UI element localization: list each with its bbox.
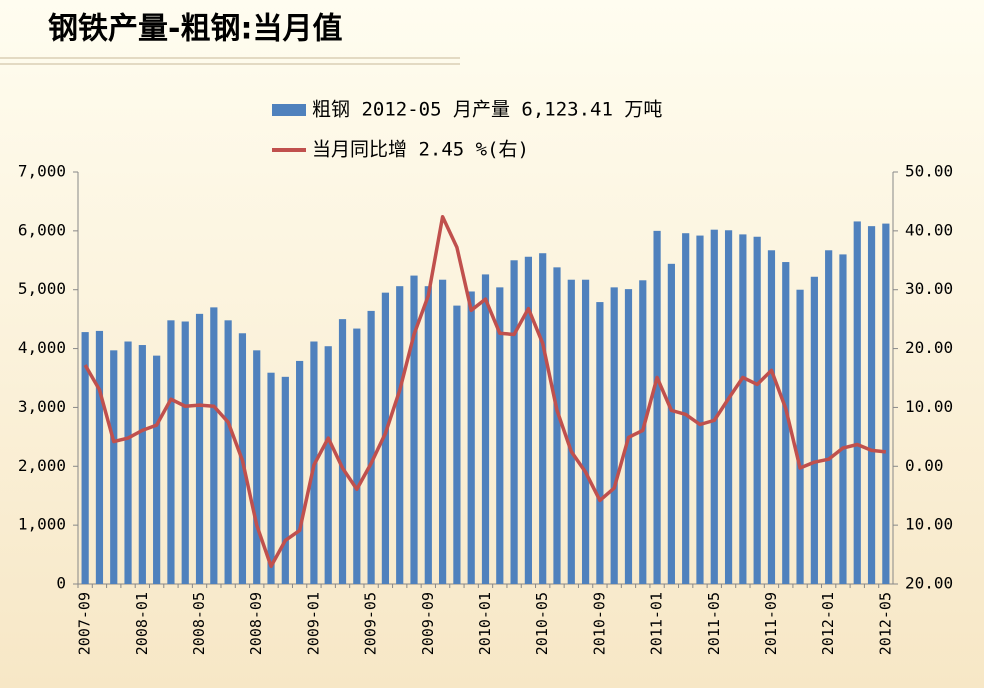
bar — [682, 233, 690, 584]
bar — [195, 313, 204, 584]
bar — [553, 267, 561, 584]
bar — [596, 302, 604, 584]
bar — [381, 292, 390, 584]
bar — [253, 350, 261, 584]
bar — [353, 328, 361, 584]
bar — [224, 320, 232, 584]
bar — [667, 263, 675, 584]
bar — [796, 289, 804, 584]
x-tick-label: 2010-05 — [533, 592, 551, 655]
bar — [138, 345, 146, 584]
legend-swatch — [272, 104, 306, 116]
x-tick-label: 2010-09 — [590, 592, 608, 655]
bar — [124, 341, 132, 584]
bar — [581, 279, 590, 584]
bar — [410, 275, 418, 584]
line — [83, 214, 887, 569]
bar — [296, 360, 304, 584]
bar — [424, 286, 432, 584]
bar — [467, 291, 475, 584]
bar — [167, 320, 175, 584]
x-tick-label: 2012-05 — [876, 592, 894, 655]
bar — [324, 346, 332, 584]
x-tick-label: 2007-09 — [76, 592, 94, 655]
bar — [753, 236, 761, 584]
y-tick-label: 3,000 — [18, 397, 66, 416]
x-tick-label: 2008-01 — [133, 592, 151, 655]
bar — [539, 253, 547, 585]
y-tick-label: 6,000 — [18, 220, 66, 239]
bar — [496, 287, 504, 584]
bar — [95, 330, 104, 584]
bar — [153, 355, 161, 584]
bar — [739, 234, 747, 585]
y2-tick-label: 50.00 — [905, 162, 953, 181]
bar — [267, 372, 275, 584]
bar — [825, 250, 833, 584]
bar — [839, 254, 847, 584]
bar — [453, 305, 461, 584]
legend-label: 粗钢 2012-05 月产量 6,123.41 万吨 — [312, 99, 662, 121]
bar — [210, 307, 218, 584]
bar — [724, 230, 733, 585]
y2-tick-label: 30.00 — [905, 279, 953, 298]
y2-tick-label: 10.00 — [905, 515, 953, 534]
y-tick-label: 4,000 — [18, 338, 66, 357]
y-tick-label: 5,000 — [18, 279, 66, 298]
bar — [810, 276, 818, 584]
bar — [110, 350, 118, 584]
y2-tick-label: 20.00 — [905, 574, 953, 593]
bar — [367, 310, 375, 584]
x-tick-label: 2010-01 — [476, 592, 494, 655]
bar — [610, 287, 618, 584]
y-tick-label: 2,000 — [18, 456, 66, 475]
bar — [396, 286, 404, 584]
y-tick-label: 0 — [56, 574, 66, 593]
bar — [567, 279, 575, 584]
bar — [524, 256, 532, 584]
x-tick-label: 2008-05 — [190, 592, 208, 655]
x-tick-label: 2009-09 — [419, 592, 437, 655]
x-tick-label: 2008-09 — [247, 592, 265, 655]
bar — [510, 260, 518, 584]
bar — [782, 262, 790, 584]
chart-title: 钢铁产量-粗钢:当月值 — [48, 12, 342, 47]
bar — [853, 221, 861, 584]
bar — [653, 230, 661, 584]
x-tick-label: 2011-05 — [705, 592, 723, 655]
bar — [710, 229, 718, 584]
bar — [439, 279, 447, 584]
y2-tick-label: 20.00 — [905, 338, 953, 357]
bar — [81, 332, 89, 584]
bar — [181, 321, 189, 584]
y-tick-label: 7,000 — [18, 162, 66, 181]
x-tick-label: 2011-01 — [648, 592, 666, 655]
bar — [481, 274, 490, 584]
bar — [696, 235, 704, 584]
y2-tick-label: 40.00 — [905, 220, 953, 239]
bar — [767, 250, 776, 584]
x-tick-label: 2009-01 — [304, 592, 322, 655]
y2-tick-label: 0.00 — [905, 456, 944, 475]
bar — [882, 223, 890, 585]
y2-tick-label: 10.00 — [905, 397, 953, 416]
legend-label: 当月同比增 2.45 %(右) — [312, 139, 529, 161]
bar — [867, 226, 876, 585]
x-tick-label: 2009-05 — [362, 592, 380, 655]
x-tick-label: 2011-09 — [762, 592, 780, 655]
bar — [338, 319, 347, 584]
y-tick-label: 1,000 — [18, 515, 66, 534]
bar — [281, 376, 289, 584]
x-tick-label: 2012-01 — [819, 592, 837, 655]
